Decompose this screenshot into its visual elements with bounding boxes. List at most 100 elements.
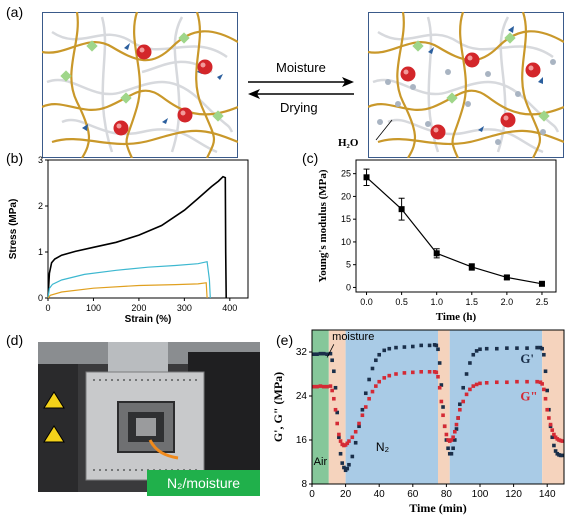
g-prime-point — [451, 446, 455, 451]
g-prime-point — [321, 351, 326, 356]
g-double-prime-point — [542, 387, 546, 392]
g-prime-point — [495, 346, 499, 351]
g-prime-point — [330, 358, 334, 363]
x-tick-label: 40 — [374, 489, 386, 500]
g-double-prime-point — [347, 439, 351, 443]
g-double-prime-point — [484, 381, 489, 385]
reverse-arrow — [248, 89, 354, 99]
g-prime-point — [357, 424, 361, 429]
g-double-prime-point — [332, 396, 336, 401]
g-double-prime-point — [370, 389, 375, 394]
g-prime-point — [474, 349, 479, 353]
g-prime-point — [338, 451, 343, 456]
g-prime-point — [315, 352, 319, 356]
g-double-prime-point — [436, 374, 440, 379]
g-prime-point — [515, 346, 519, 350]
youngs-modulus-chart: 0.0 0.5 1.0 1.5 2.0 2.5 0 5 10 15 20 25 Time (h) Youn… — [317, 159, 557, 323]
moisture-label: Moisture — [276, 60, 326, 75]
g-prime-point — [311, 352, 316, 356]
g-double-prime-point — [350, 435, 355, 440]
modulus-point — [468, 263, 475, 270]
g-prime-point — [347, 462, 351, 467]
g-prime-point — [434, 343, 439, 348]
g-double-prime-point — [451, 435, 455, 440]
g-double-prime-point — [333, 407, 338, 412]
plot-frame — [355, 159, 557, 293]
g-double-prime-point — [315, 384, 319, 389]
g-double-prime-point — [478, 381, 482, 386]
g-double-prime-point — [427, 370, 432, 374]
g-prime-point — [461, 385, 465, 390]
n2-label: N₂ — [376, 440, 390, 454]
gas-caption: N₂/moisture — [166, 475, 241, 491]
x-tick-label: 1.0 — [430, 297, 443, 307]
g-prime-point — [340, 461, 345, 465]
y-tick-label: 16 — [296, 435, 308, 446]
g-prime-point — [454, 427, 459, 431]
g-prime-point — [335, 410, 339, 415]
y-tick-label: 5 — [346, 260, 351, 270]
g-prime-point — [439, 383, 444, 387]
water-label: H₂O — [338, 137, 359, 149]
stress-strain-curve-2 — [47, 260, 211, 299]
g-double-prime-point — [437, 385, 442, 390]
x-tick-label: 100 — [86, 303, 101, 313]
g-double-prime-point — [419, 370, 423, 374]
x-tick-label: 0 — [45, 303, 50, 313]
g-double-prime-point — [439, 399, 444, 404]
rheometer-photo — [38, 342, 260, 492]
g-double-prime-point — [411, 370, 415, 375]
panel-e-label: (e) — [276, 332, 294, 348]
g-double-prime-point — [552, 432, 556, 437]
g-double-prime-point — [461, 399, 465, 404]
g-double-prime-point — [360, 413, 365, 418]
x-tick-label: 0.0 — [360, 297, 373, 307]
g-prime-point — [449, 451, 454, 456]
g-double-prime-point — [560, 439, 565, 443]
g-prime-point — [350, 454, 355, 459]
modulus-point — [433, 250, 440, 257]
g-double-prime-point — [321, 384, 326, 389]
g-double-prime-point — [382, 376, 387, 380]
g-double-prime-point — [505, 380, 509, 385]
y-tick-label: 20 — [341, 191, 351, 201]
g-double-prime-label: G" — [520, 388, 537, 403]
x-tick-label: 80 — [441, 489, 453, 500]
g-double-prime-point — [525, 379, 529, 384]
x-tick-label: 2.5 — [536, 297, 549, 307]
g-prime-point — [363, 391, 368, 396]
x-axis-label: Strain (%) — [125, 314, 172, 324]
g-double-prime-point — [495, 380, 499, 385]
g-prime-point — [332, 369, 336, 374]
g-prime-point — [553, 449, 558, 453]
g-double-prime-point — [311, 384, 316, 389]
modulus-point — [503, 274, 510, 281]
g-prime-point — [367, 377, 371, 382]
g-prime-point — [377, 352, 381, 357]
y-tick-label: 3 — [38, 155, 43, 165]
g-double-prime-point — [337, 432, 341, 437]
x-axis-label: Time (min) — [409, 501, 466, 515]
g-prime-point — [394, 345, 398, 350]
g-double-prime-point — [374, 384, 378, 388]
y-tick-label: 15 — [341, 214, 351, 224]
g-prime-point — [427, 343, 432, 348]
g-prime-point — [446, 446, 450, 451]
x-tick-label: 300 — [177, 303, 192, 313]
g-double-prime-point — [540, 382, 544, 386]
x-tick-label: 1.5 — [466, 297, 479, 307]
g-double-prime-point — [441, 413, 445, 418]
panel-d-label: (d) — [6, 332, 24, 348]
forward-arrow — [248, 77, 354, 87]
g-double-prime-point — [474, 382, 479, 387]
g-prime-point — [333, 385, 338, 390]
g-double-prime-point — [444, 432, 449, 437]
g-prime-point — [360, 407, 365, 412]
g-prime-point — [411, 344, 415, 349]
x-tick-label: 0.5 — [395, 297, 408, 307]
g-prime-point — [419, 343, 423, 348]
g-double-prime-point — [442, 424, 447, 429]
g-prime-point — [545, 388, 549, 393]
g-prime-point — [345, 466, 350, 471]
g-double-prime-point — [545, 407, 549, 412]
